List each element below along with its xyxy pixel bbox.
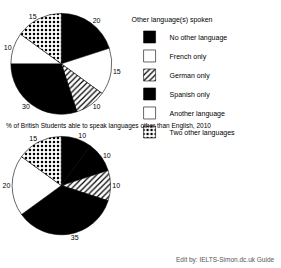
svg-text:% of British Students able to: % of British Students able to speak lang… xyxy=(6,122,211,130)
svg-text:German only: German only xyxy=(170,72,211,80)
svg-text:10: 10 xyxy=(93,103,101,110)
svg-text:10: 10 xyxy=(78,132,86,139)
svg-text:20: 20 xyxy=(2,182,10,189)
svg-text:15: 15 xyxy=(29,13,37,20)
svg-text:Spanish only: Spanish only xyxy=(170,91,211,99)
svg-text:35: 35 xyxy=(71,234,79,241)
svg-text:30: 30 xyxy=(22,103,30,110)
svg-text:No other language: No other language xyxy=(170,34,228,42)
svg-text:Two other languages: Two other languages xyxy=(170,129,235,137)
svg-text:20: 20 xyxy=(93,17,101,24)
svg-text:15: 15 xyxy=(29,135,37,142)
svg-text:Another language: Another language xyxy=(170,110,225,118)
svg-text:Edit by: IELTS-Simon.dc.uk Gui: Edit by: IELTS-Simon.dc.uk Guide xyxy=(176,256,275,264)
svg-text:10: 10 xyxy=(103,152,111,159)
svg-text:15: 15 xyxy=(113,68,121,75)
svg-text:10: 10 xyxy=(112,182,120,189)
svg-text:Other language(s) spoken: Other language(s) spoken xyxy=(132,16,213,24)
svg-text:French only: French only xyxy=(170,53,207,61)
svg-text:10: 10 xyxy=(4,44,12,51)
